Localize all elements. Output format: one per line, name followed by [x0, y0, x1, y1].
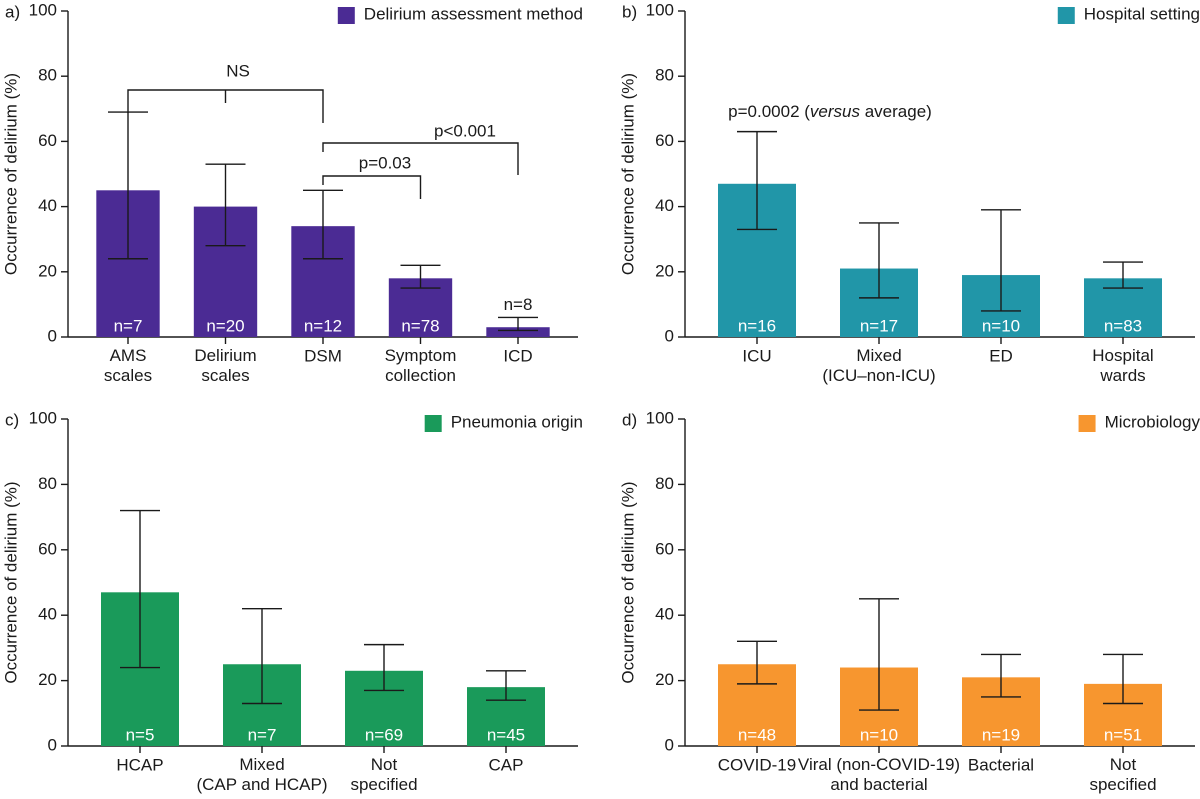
y-tick-label: 20 — [655, 670, 674, 689]
n-label: n=7 — [114, 316, 143, 335]
y-tick-label: 100 — [29, 408, 57, 427]
n-label: n=20 — [206, 316, 244, 335]
y-tick-label: 40 — [38, 605, 57, 624]
y-tick-label: 60 — [38, 539, 57, 558]
n-label: n=45 — [487, 725, 525, 744]
y-tick-label: 0 — [665, 326, 674, 345]
y-tick-label: 0 — [48, 326, 57, 345]
y-tick-label: 60 — [38, 131, 57, 150]
y-tick-label: 100 — [29, 0, 57, 19]
bracket — [127, 89, 324, 123]
annotation: p<0.001 — [434, 121, 496, 140]
panel: c) Occurrence of delirium (%) 0 20 40 60 80 100… — [1, 408, 583, 794]
annotation: p=0.0002 (versus average) — [728, 102, 932, 121]
y-tick-label: 20 — [38, 261, 57, 280]
annotation-part: p=0.0002 ( — [728, 102, 810, 121]
n-label: n=5 — [126, 725, 155, 744]
y-tick-label: 80 — [38, 474, 57, 493]
x-tick-label: Mixed (CAP and HCAP) — [196, 755, 327, 794]
x-tick-label: Viral (non-COVID-19) and bacterial — [798, 755, 960, 794]
legend-swatch — [1057, 7, 1075, 24]
y-axis-label: Occurrence of delirium (%) — [618, 73, 637, 275]
panel-label: b) — [622, 2, 637, 21]
x-tick-label: ED — [989, 346, 1013, 365]
n-label: n=48 — [738, 725, 776, 744]
n-label: n=51 — [1104, 725, 1142, 744]
y-tick-label: 40 — [655, 196, 674, 215]
y-tick-label: 100 — [646, 408, 674, 427]
y-tick-label: 40 — [38, 196, 57, 215]
y-tick-label: 80 — [38, 66, 57, 85]
n-label: n=19 — [982, 725, 1020, 744]
annotation-part: average) — [860, 102, 932, 121]
y-tick-label: 20 — [38, 670, 57, 689]
legend-swatch — [424, 415, 442, 432]
y-tick-label: 40 — [655, 605, 674, 624]
legend-label: Hospital setting — [1084, 4, 1200, 23]
n-label: n=69 — [365, 725, 403, 744]
x-tick-label: Not specified — [1089, 755, 1156, 794]
panel: d) Occurrence of delirium (%) 0 20 40 60 80 100… — [618, 408, 1200, 794]
y-axis-label: Occurrence of delirium (%) — [618, 481, 637, 683]
y-axis-label: Occurrence of delirium (%) — [1, 73, 20, 275]
n-label: n=83 — [1104, 316, 1142, 335]
panel-label: a) — [5, 2, 20, 21]
n-label: n=10 — [860, 725, 898, 744]
n-label: n=8 — [504, 295, 533, 314]
legend-label: Pneumonia origin — [451, 412, 583, 431]
n-label: n=78 — [401, 316, 439, 335]
y-axis-label: Occurrence of delirium (%) — [1, 481, 20, 683]
panel-label: c) — [5, 410, 19, 429]
annotation: p=0.03 — [359, 153, 411, 172]
y-tick-label: 0 — [48, 735, 57, 754]
n-label: n=16 — [738, 316, 776, 335]
y-tick-label: 100 — [646, 0, 674, 19]
panel: b) Occurrence of delirium (%) 0 20 40 60 80 100… — [618, 0, 1200, 385]
x-tick-label: AMS scales — [104, 346, 152, 385]
x-tick-label: COVID-19 — [718, 755, 796, 774]
panel-label: d) — [622, 410, 637, 429]
x-tick-label: Mixed (ICU–non-ICU) — [822, 346, 935, 385]
y-tick-label: 0 — [665, 735, 674, 754]
y-tick-label: 80 — [655, 474, 674, 493]
legend-swatch — [1078, 415, 1096, 432]
annotation-part: versus — [810, 102, 861, 121]
x-tick-label: Hospital wards — [1092, 346, 1153, 385]
panel: a) Occurrence of delirium (%) 0 20 40 60 80 100… — [1, 0, 583, 385]
x-tick-label: Symptom collection — [385, 346, 457, 385]
n-label: n=10 — [982, 316, 1020, 335]
bracket — [322, 175, 422, 199]
x-tick-label: DSM — [304, 346, 342, 365]
bracket — [322, 142, 519, 175]
x-tick-label: ICU — [742, 346, 771, 365]
x-tick-label: Not specified — [350, 755, 417, 794]
x-tick-label: Bacterial — [968, 755, 1034, 774]
x-tick-label: HCAP — [116, 755, 163, 774]
bar — [486, 327, 550, 337]
n-label: n=17 — [860, 316, 898, 335]
x-tick-label: ICD — [503, 346, 532, 365]
x-tick-label: Delirium scales — [194, 346, 256, 385]
legend-label: Delirium assessment method — [364, 4, 583, 23]
n-label: n=12 — [304, 316, 342, 335]
legend-swatch — [337, 7, 355, 24]
y-tick-label: 20 — [655, 261, 674, 280]
n-label: n=7 — [248, 725, 277, 744]
y-tick-label: 60 — [655, 539, 674, 558]
legend-label: Microbiology — [1105, 412, 1200, 431]
annotation: NS — [226, 61, 250, 80]
x-tick-label: CAP — [489, 755, 524, 774]
y-tick-label: 60 — [655, 131, 674, 150]
y-tick-label: 80 — [655, 66, 674, 85]
